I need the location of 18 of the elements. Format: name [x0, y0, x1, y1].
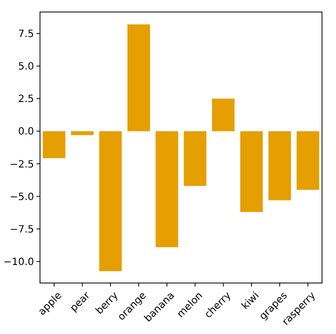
bar — [127, 24, 150, 132]
bar — [99, 131, 122, 272]
y-tick-label: −5.0 — [10, 192, 34, 203]
y-tick-label: 2.5 — [18, 94, 34, 106]
bar — [240, 131, 263, 212]
y-tick-label: 5.0 — [18, 62, 34, 73]
bar — [184, 131, 206, 186]
y-tick-label: −2.5 — [10, 159, 34, 170]
y-tick-label: 0.0 — [18, 126, 34, 138]
bar — [71, 131, 94, 136]
y-tick-label: −10.0 — [3, 257, 34, 268]
bar — [212, 98, 235, 132]
bar — [268, 131, 291, 200]
bar — [156, 131, 178, 248]
bar — [42, 131, 66, 158]
y-tick-label: 7.5 — [18, 29, 34, 40]
y-tick-label: −7.5 — [10, 224, 34, 236]
bar — [296, 131, 320, 190]
